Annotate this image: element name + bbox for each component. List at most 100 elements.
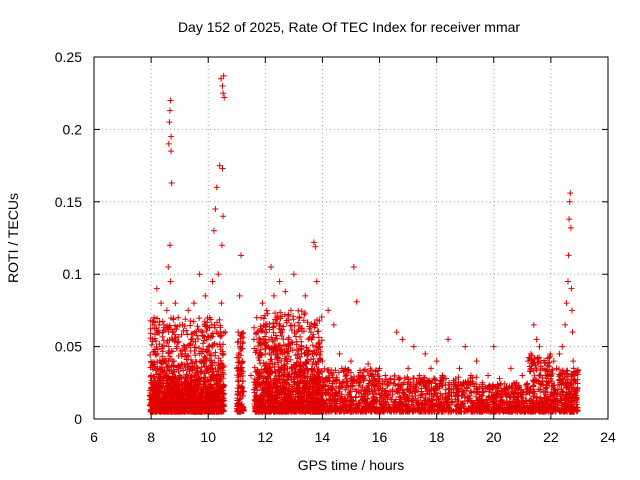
roti-point <box>217 324 224 331</box>
roti-point <box>292 333 299 340</box>
roti-point <box>209 330 216 337</box>
roti-point <box>148 359 155 366</box>
roti-point <box>309 342 316 349</box>
roti-point <box>298 338 305 345</box>
roti-point <box>153 352 160 359</box>
roti-point <box>290 316 297 323</box>
roti-point <box>166 322 173 329</box>
roti-point <box>284 312 291 319</box>
roti-point <box>200 340 207 347</box>
roti-point <box>210 227 217 234</box>
roti-point <box>181 361 188 368</box>
roti-point <box>168 133 175 140</box>
roti-point <box>147 364 154 371</box>
roti-point <box>147 351 154 358</box>
roti-point <box>190 318 197 325</box>
roti-point <box>187 342 194 349</box>
roti-point <box>216 316 223 323</box>
roti-point <box>188 331 195 338</box>
roti-point <box>209 341 216 348</box>
roti-point <box>165 263 172 270</box>
roti-point <box>174 339 181 346</box>
roti-point <box>196 315 203 322</box>
roti-point <box>262 351 269 358</box>
roti-point <box>163 307 170 314</box>
roti-point <box>182 316 189 323</box>
roti-point <box>149 318 156 325</box>
roti-point <box>165 349 172 356</box>
roti-point <box>150 314 157 321</box>
roti-point <box>206 343 213 350</box>
roti-point <box>196 350 203 357</box>
roti-point <box>159 318 166 325</box>
roti-point <box>165 343 172 350</box>
roti-point <box>172 300 179 307</box>
roti-point <box>201 318 208 325</box>
roti-point <box>215 355 222 362</box>
roti-point <box>153 285 160 292</box>
roti-point <box>204 366 211 373</box>
roti-point <box>195 335 202 342</box>
roti-point <box>212 352 219 359</box>
roti-point <box>171 325 178 332</box>
roti-point <box>148 341 155 348</box>
roti-point <box>183 371 190 378</box>
roti-point <box>219 369 226 376</box>
roti-point <box>206 324 213 331</box>
roti-point <box>190 300 197 307</box>
roti-point <box>160 327 167 334</box>
roti-point <box>209 359 216 366</box>
roti-point <box>191 344 198 351</box>
roti-point <box>194 323 201 330</box>
roti-point <box>177 365 184 372</box>
roti-point <box>217 343 224 350</box>
roti-point <box>158 300 165 307</box>
roti-point <box>215 362 222 369</box>
roti-point <box>214 319 221 326</box>
roti-point <box>216 341 223 348</box>
roti-point <box>198 364 205 371</box>
roti-point <box>168 348 175 355</box>
roti-point <box>166 242 173 249</box>
roti-point <box>211 324 218 331</box>
roti-point <box>159 364 166 371</box>
roti-point <box>287 322 294 329</box>
roti-point <box>401 375 408 382</box>
roti-point <box>288 322 295 329</box>
roti-point <box>153 325 160 332</box>
roti-point <box>160 321 167 328</box>
roti-point <box>170 315 177 322</box>
roti-point <box>260 315 267 322</box>
roti-point <box>147 330 154 337</box>
roti-point <box>315 334 322 341</box>
roti-point <box>156 318 163 325</box>
roti-point <box>167 97 174 104</box>
roti-point <box>192 358 199 365</box>
roti-point <box>180 327 187 334</box>
roti-point <box>209 278 216 285</box>
roti-point <box>203 348 210 355</box>
roti-point <box>156 329 163 336</box>
roti-point <box>204 333 211 340</box>
roti-point <box>203 336 210 343</box>
roti-point <box>188 359 195 366</box>
roti-point <box>196 271 203 278</box>
roti-point <box>168 148 175 155</box>
roti-point <box>213 184 220 191</box>
roti-point <box>197 369 204 376</box>
roti-point <box>251 324 258 331</box>
roti-point <box>164 337 171 344</box>
roti-point <box>200 360 207 367</box>
roti-point <box>315 328 322 335</box>
roti-point <box>152 366 159 373</box>
roti-point <box>153 343 160 350</box>
roti-point <box>165 140 172 147</box>
roti-point <box>202 292 209 299</box>
roti-point <box>217 333 224 340</box>
grid-lines <box>94 57 608 419</box>
roti-point <box>167 278 174 285</box>
roti-point <box>218 332 225 339</box>
roti-point <box>185 363 192 370</box>
data-points <box>146 72 582 415</box>
roti-point <box>163 363 170 370</box>
